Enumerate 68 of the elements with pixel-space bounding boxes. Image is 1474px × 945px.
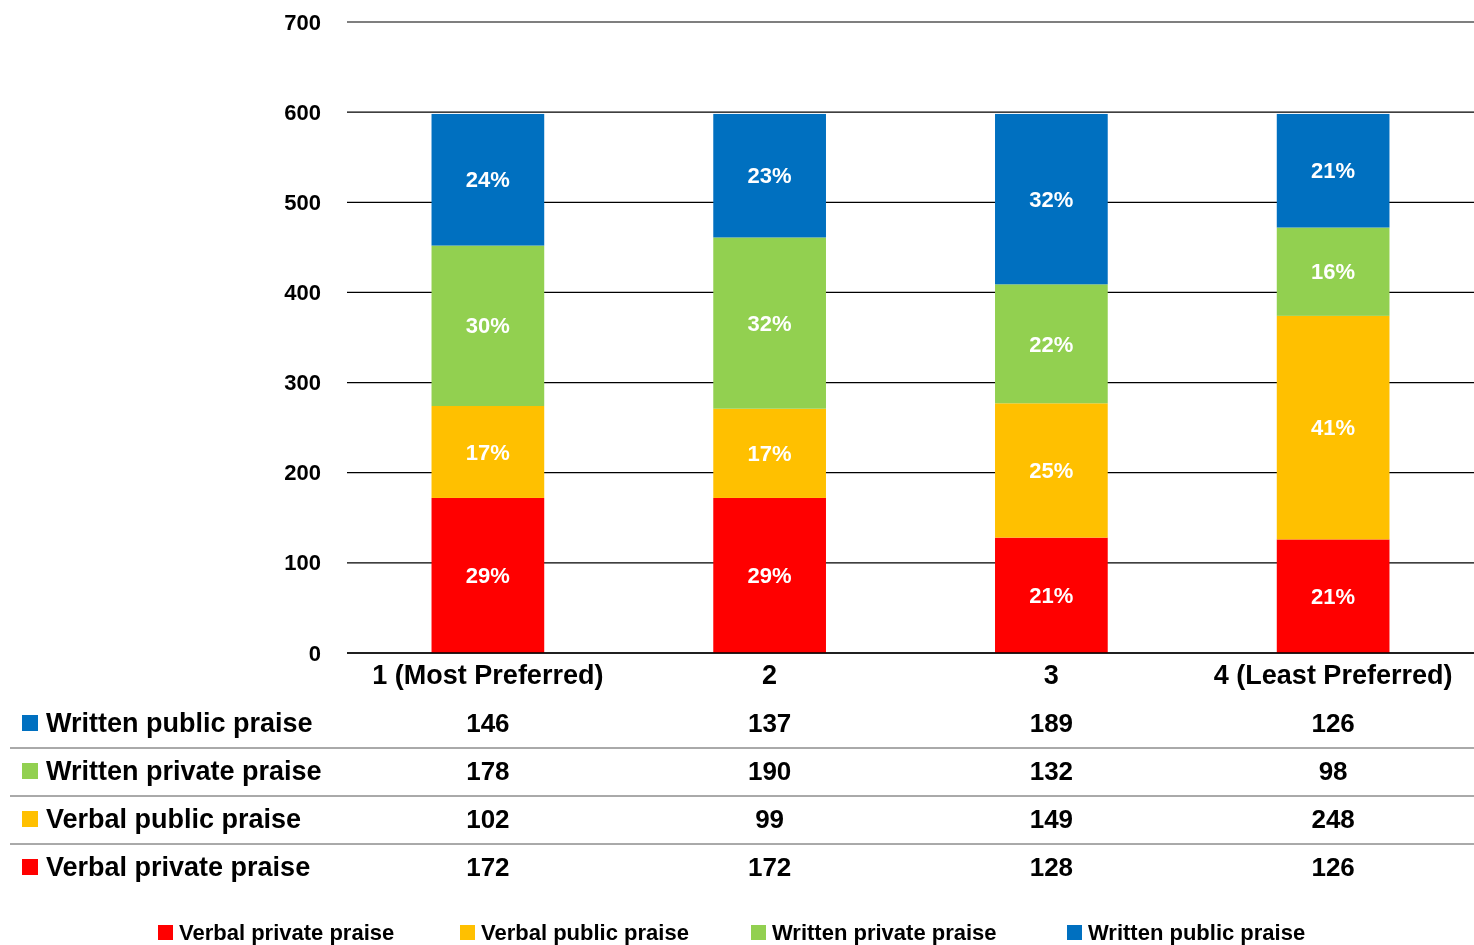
data-label: 132 xyxy=(1029,756,1074,787)
x-tick-label: 2 xyxy=(762,660,778,691)
bar xyxy=(713,408,826,498)
bar xyxy=(995,537,1108,653)
bar xyxy=(1276,315,1390,540)
legend-label: Written public praise xyxy=(46,708,313,739)
y-tick-label: 100 xyxy=(284,550,321,576)
bar xyxy=(995,403,1108,538)
text: Written public praise xyxy=(1088,919,1306,945)
text: Verbal public praise xyxy=(481,919,689,945)
data-label: 126 xyxy=(1311,852,1355,883)
data-label: 172 xyxy=(747,852,792,883)
legend-label: Verbal private praise xyxy=(46,852,311,883)
bar xyxy=(431,406,545,498)
annotation: 30% xyxy=(465,313,510,339)
bar xyxy=(713,237,826,409)
data-label: 99 xyxy=(755,804,785,835)
annotation: 21% xyxy=(1311,583,1356,609)
data-label: 248 xyxy=(1311,804,1355,835)
y-tick-label: 200 xyxy=(284,460,321,486)
x-tick-label: 1 (Most Preferred) xyxy=(372,660,604,691)
annotation: 17% xyxy=(747,441,792,467)
y-tick-label: 300 xyxy=(284,370,321,396)
data-label: 190 xyxy=(747,756,792,787)
bar xyxy=(431,113,545,246)
bar xyxy=(995,113,1108,285)
y-tick-label: 0 xyxy=(308,640,321,666)
annotation: 24% xyxy=(465,167,510,193)
legend-label: Verbal public praise xyxy=(46,804,302,835)
data-label: 126 xyxy=(1311,708,1355,739)
data-label: 137 xyxy=(747,708,792,739)
data-label: 149 xyxy=(1029,804,1074,835)
bar xyxy=(1276,227,1390,316)
data-label: 146 xyxy=(466,708,510,739)
annotation: 41% xyxy=(1311,415,1356,441)
y-tick-label: 500 xyxy=(284,189,321,215)
annotation: 29% xyxy=(465,563,510,589)
bar xyxy=(713,113,826,238)
text: Verbal private praise xyxy=(179,919,395,945)
data-label: 102 xyxy=(466,804,510,835)
y-tick-label: 600 xyxy=(284,99,321,125)
annotation: 23% xyxy=(747,163,792,189)
text: Written private praise xyxy=(772,919,997,945)
annotation: 17% xyxy=(465,439,510,465)
bar xyxy=(431,245,545,407)
bar xyxy=(1276,539,1390,653)
annotation: 22% xyxy=(1029,331,1074,357)
y-tick-label: 400 xyxy=(284,279,321,305)
bar xyxy=(995,284,1108,404)
x-tick-label: 4 (Least Preferred) xyxy=(1213,660,1453,691)
annotation: 32% xyxy=(747,310,792,336)
data-label: 98 xyxy=(1318,756,1348,787)
data-label: 172 xyxy=(466,852,510,883)
bar xyxy=(431,497,545,653)
annotation: 29% xyxy=(747,563,792,589)
bar xyxy=(1276,113,1390,228)
legend-label: Written private praise xyxy=(46,756,322,787)
annotation: 21% xyxy=(1029,583,1074,609)
data-label: 189 xyxy=(1029,708,1074,739)
x-tick-label: 3 xyxy=(1043,660,1059,691)
annotation: 25% xyxy=(1029,458,1074,484)
data-label: 128 xyxy=(1029,852,1074,883)
bar xyxy=(713,497,826,653)
data-label: 178 xyxy=(466,756,510,787)
annotation: 16% xyxy=(1311,259,1356,285)
y-tick-label: 700 xyxy=(284,9,321,35)
annotation: 32% xyxy=(1029,186,1074,212)
annotation: 21% xyxy=(1311,158,1356,184)
